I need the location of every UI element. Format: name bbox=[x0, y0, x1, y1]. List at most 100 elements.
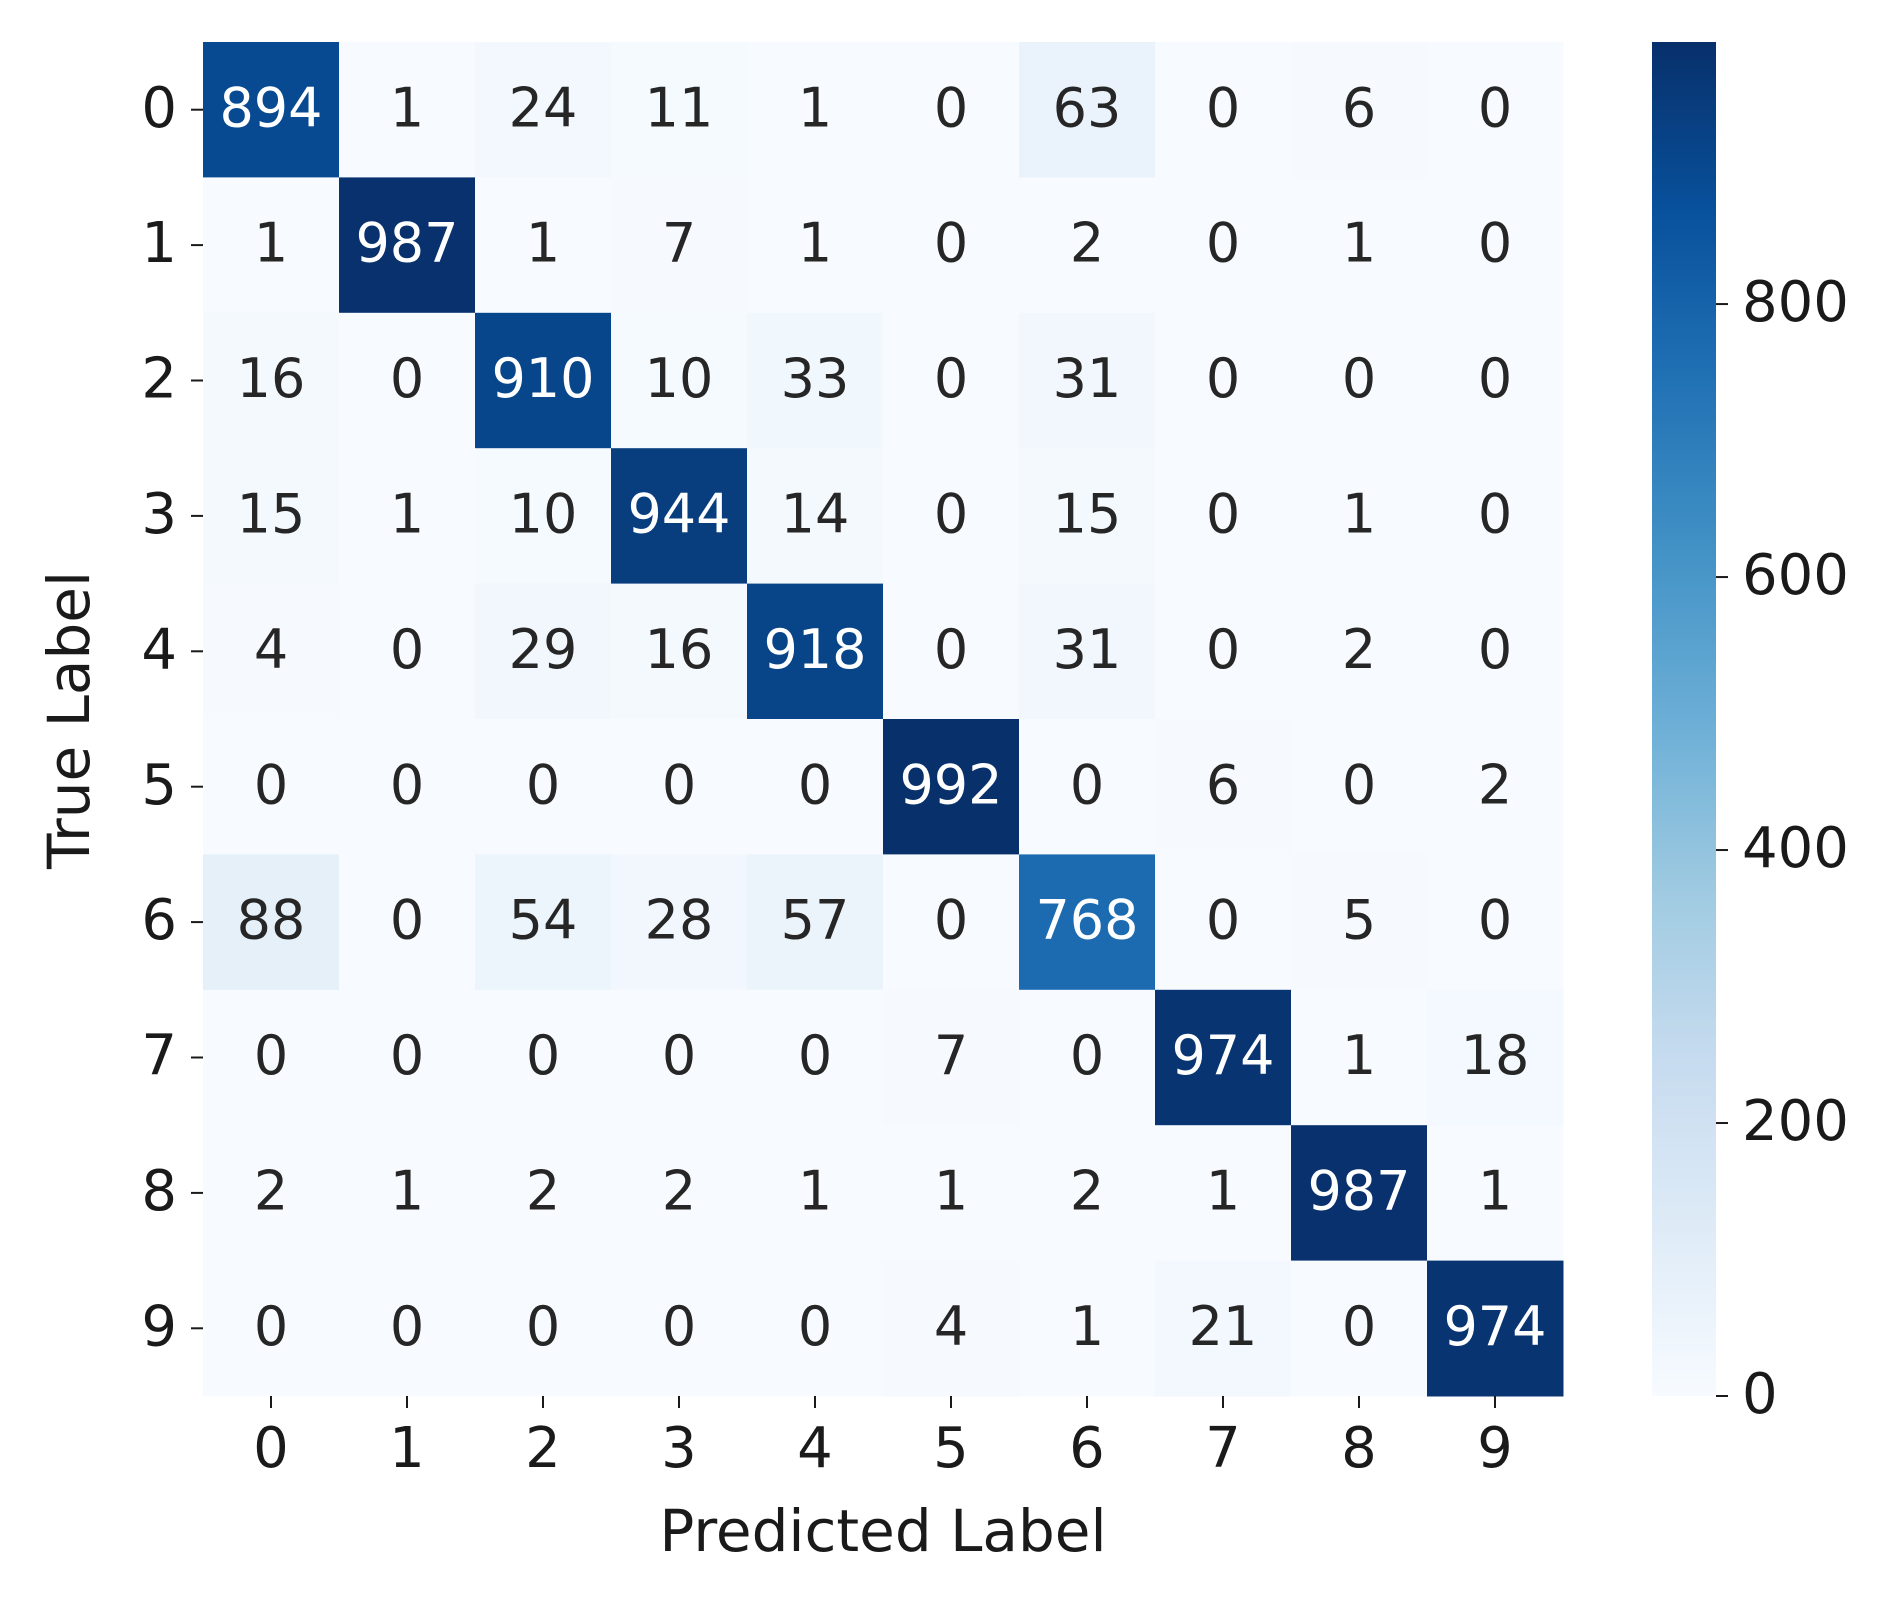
heatmap-cell bbox=[611, 1125, 748, 1262]
cell-label: 1 bbox=[390, 1160, 424, 1223]
heatmap-cell bbox=[1019, 1260, 1156, 1397]
cell-label: 14 bbox=[781, 483, 850, 546]
cell-label: 0 bbox=[390, 347, 424, 410]
x-tick-label: 3 bbox=[661, 1416, 697, 1481]
cell-label: 1 bbox=[1206, 1160, 1240, 1223]
heatmap-cell bbox=[1427, 1125, 1564, 1262]
cell-label: 1 bbox=[1342, 212, 1376, 275]
cell-label: 7 bbox=[934, 1024, 968, 1087]
heatmap-cell bbox=[747, 719, 884, 855]
colorbar-tick-label: 200 bbox=[1742, 1089, 1849, 1154]
heatmap-cell bbox=[883, 854, 1020, 991]
cell-label: 0 bbox=[1070, 1024, 1104, 1087]
cell-label: 1 bbox=[934, 1160, 968, 1223]
heatmap-cell bbox=[339, 854, 476, 991]
cell-label: 987 bbox=[1307, 1160, 1410, 1223]
cell-label: 15 bbox=[1053, 483, 1122, 546]
heatmap-cell bbox=[1427, 312, 1564, 449]
cell-label: 0 bbox=[1070, 753, 1104, 816]
cell-label: 2 bbox=[1342, 618, 1376, 681]
cell-label: 31 bbox=[1053, 347, 1122, 410]
heatmap-cell bbox=[1291, 312, 1428, 449]
heatmap-cell bbox=[611, 448, 748, 585]
cell-label: 0 bbox=[1206, 212, 1240, 275]
heatmap-cell bbox=[339, 583, 476, 720]
heatmap-cell bbox=[1291, 177, 1428, 314]
heatmap-cell bbox=[203, 583, 340, 720]
cell-label: 0 bbox=[1478, 76, 1512, 139]
y-tick-label: 7 bbox=[141, 1024, 177, 1089]
heatmap-cell bbox=[475, 312, 612, 449]
heatmap-cell bbox=[203, 1125, 340, 1262]
cell-label: 18 bbox=[1461, 1024, 1530, 1087]
heatmap-cell bbox=[747, 312, 884, 449]
cell-label: 15 bbox=[237, 483, 306, 546]
colorbar-tick-label: 800 bbox=[1742, 270, 1849, 335]
cell-label: 0 bbox=[390, 889, 424, 952]
colorbar-tick-label: 400 bbox=[1742, 816, 1849, 881]
cell-label: 0 bbox=[934, 889, 968, 952]
cell-label: 1 bbox=[390, 76, 424, 139]
cell-label: 987 bbox=[355, 212, 458, 275]
heatmap-cell bbox=[1019, 1125, 1156, 1262]
x-tick-label: 8 bbox=[1341, 1416, 1377, 1481]
heatmap-cell bbox=[1427, 448, 1564, 585]
heatmap-cell bbox=[1291, 719, 1428, 855]
heatmap-cell bbox=[1291, 583, 1428, 720]
heatmap-cell bbox=[747, 177, 884, 314]
heatmap-cell bbox=[1427, 989, 1564, 1126]
cell-label: 0 bbox=[1478, 483, 1512, 546]
cell-label: 0 bbox=[1206, 483, 1240, 546]
cell-label: 0 bbox=[526, 1024, 560, 1087]
cell-label: 0 bbox=[526, 753, 560, 816]
cell-label: 1 bbox=[1070, 1295, 1104, 1358]
heatmap-cell bbox=[1019, 312, 1156, 449]
cell-label: 1 bbox=[798, 212, 832, 275]
x-tick-label: 5 bbox=[933, 1416, 969, 1481]
cell-label: 21 bbox=[1189, 1295, 1258, 1358]
heatmap-cell bbox=[203, 448, 340, 585]
heatmap-cell bbox=[475, 42, 612, 178]
cell-label: 0 bbox=[526, 1295, 560, 1358]
heatmap-cell bbox=[203, 719, 340, 855]
cell-label: 0 bbox=[1478, 347, 1512, 410]
cell-label: 0 bbox=[390, 753, 424, 816]
heatmap-cell bbox=[203, 854, 340, 991]
heatmap-cell bbox=[1427, 177, 1564, 314]
cell-label: 31 bbox=[1053, 618, 1122, 681]
cell-label: 2 bbox=[1478, 753, 1512, 816]
cell-label: 894 bbox=[219, 76, 322, 139]
x-axis-label: Predicted Label bbox=[659, 1497, 1106, 1565]
cell-label: 88 bbox=[237, 889, 306, 952]
cell-label: 1 bbox=[798, 76, 832, 139]
cell-label: 0 bbox=[798, 753, 832, 816]
heatmap-cell bbox=[611, 42, 748, 178]
heatmap-cell bbox=[1427, 583, 1564, 720]
heatmap-cell bbox=[1155, 989, 1292, 1126]
cell-label: 0 bbox=[662, 1295, 696, 1358]
cell-label: 54 bbox=[509, 889, 578, 952]
heatmap-cell bbox=[1155, 448, 1292, 585]
cell-label: 6 bbox=[1342, 76, 1376, 139]
heatmap-cell bbox=[883, 177, 1020, 314]
cell-label: 6 bbox=[1206, 753, 1240, 816]
cell-label: 2 bbox=[1070, 1160, 1104, 1223]
cell-label: 2 bbox=[1070, 212, 1104, 275]
cell-label: 1 bbox=[1342, 483, 1376, 546]
cell-label: 0 bbox=[390, 1024, 424, 1087]
heatmap-cell bbox=[1291, 989, 1428, 1126]
cell-label: 0 bbox=[390, 1295, 424, 1358]
heatmap-cell bbox=[611, 177, 748, 314]
cell-label: 0 bbox=[934, 76, 968, 139]
heatmap-cell bbox=[611, 854, 748, 991]
heatmap-cell bbox=[339, 448, 476, 585]
y-tick-label: 8 bbox=[141, 1159, 177, 1224]
cell-label: 768 bbox=[1035, 889, 1138, 952]
cell-label: 16 bbox=[645, 618, 714, 681]
heatmap-cell bbox=[747, 448, 884, 585]
heatmap-cell bbox=[1019, 719, 1156, 855]
cell-label: 992 bbox=[899, 753, 1002, 816]
heatmap-cell bbox=[1155, 719, 1292, 855]
heatmap-cell bbox=[747, 1260, 884, 1397]
heatmap-cell bbox=[883, 719, 1020, 855]
